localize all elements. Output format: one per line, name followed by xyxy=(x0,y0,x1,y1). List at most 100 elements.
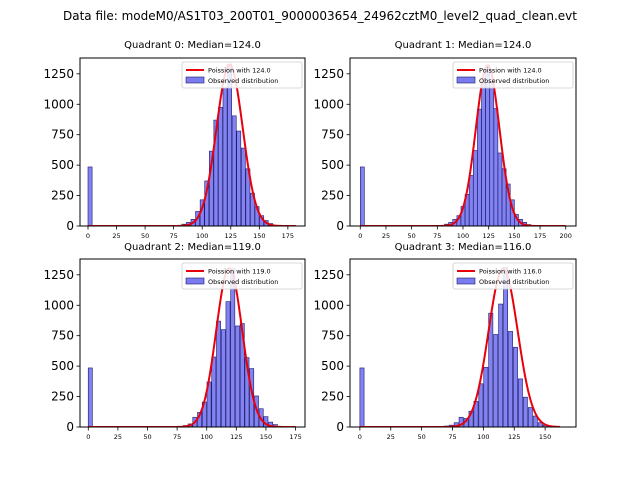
quadrant-0-xtick-label: 175 xyxy=(282,232,294,240)
quadrant-2-legend: Poission with 119.0 Observed distribution xyxy=(181,262,303,290)
quadrant-0-ytick-label: 1250 xyxy=(43,67,74,81)
quadrant-0-poisson-line xyxy=(87,63,296,226)
quadrant-3-bar xyxy=(508,331,513,427)
quadrant-0-legend-bar-swatch xyxy=(185,76,205,84)
quadrant-2-bar xyxy=(216,320,221,427)
quadrant-3-ytick-label: 500 xyxy=(321,359,344,373)
quadrant-3-xtick-label: 75 xyxy=(448,433,456,441)
quadrant-1-legend-poisson-label: Poission with 124.0 xyxy=(479,67,542,75)
quadrant-2-xtick-label: 75 xyxy=(173,433,181,441)
quadrant-3-xtick-label: 125 xyxy=(508,433,520,441)
quadrant-3-ytick-label: 750 xyxy=(321,329,344,343)
quadrant-0-ytick-label: 1000 xyxy=(43,97,74,111)
quadrant-3-bar xyxy=(518,378,523,427)
quadrant-3-bar xyxy=(498,303,504,427)
quadrant-1-legend-bar-swatch xyxy=(456,76,476,84)
quadrant-1-xtick-label: 175 xyxy=(534,232,546,240)
quadrant-0-ytick-label: 500 xyxy=(51,158,74,172)
quadrant-2-plot: 0 25 50 75 100 125 150 175 0 250 500 750 1000 1250 Poi… xyxy=(43,258,306,441)
quadrant-1-bar xyxy=(481,82,486,226)
quadrant-2-legend-bar-swatch xyxy=(185,277,205,285)
quadrant-1-ytick-label: 500 xyxy=(321,158,344,172)
quadrant-1-poisson-line xyxy=(360,64,566,226)
quadrant-0-bar xyxy=(222,87,228,226)
quadrant-1-bar xyxy=(360,166,365,226)
quadrant-2-ytick-label: 500 xyxy=(51,359,74,373)
figure-title: Data file: modeM0/AS1T03_200T01_90000036… xyxy=(63,9,577,23)
quadrant-3-marks xyxy=(359,267,560,427)
quadrant-2-poisson-line xyxy=(88,267,296,427)
quadrant-1-legend: Poission with 124.0 Observed distribution xyxy=(452,61,574,89)
quadrant-2-bar xyxy=(87,367,93,427)
quadrant-0-frame xyxy=(79,57,306,227)
quadrant-0-xtick-label: 50 xyxy=(141,232,149,240)
quadrant-1-xtick-label: 75 xyxy=(433,232,441,240)
quadrant-2-bar xyxy=(230,268,236,427)
quadrant-0-ytick-label: 250 xyxy=(51,189,74,203)
quadrant-1-bar xyxy=(477,108,482,226)
quadrant-2-bar xyxy=(225,301,231,427)
quadrant-1-legend-observed-label: Observed distribution xyxy=(479,77,549,85)
quadrant-3-bar xyxy=(483,367,489,427)
quadrant-0-xtick-label: 0 xyxy=(86,232,90,240)
quadrant-2-frame xyxy=(79,258,306,428)
quadrant-0-plot: 0 25 50 75 100 125 150 175 0 250 500 750 1000 1250 Poi… xyxy=(43,57,306,240)
quadrant-0-xtick-label: 125 xyxy=(225,232,237,240)
quadrant-0-bar xyxy=(236,130,242,226)
quadrant-1-xtick-label: 0 xyxy=(358,232,362,240)
quadrant-3-bar xyxy=(359,367,365,427)
quadrant-2-bar xyxy=(220,329,226,427)
quadrant-3-bar xyxy=(532,415,538,427)
quadrant-3-bar xyxy=(513,346,518,427)
quadrant-1-legend-box xyxy=(452,61,574,89)
quadrant-1-ytick-label: 1250 xyxy=(313,67,344,81)
quadrant-0-bar xyxy=(231,115,237,226)
quadrant-1-bar xyxy=(468,175,474,226)
quadrant-1-title: Quadrant 1: Median=124.0 xyxy=(394,40,532,51)
quadrant-1-bar xyxy=(497,152,503,226)
quadrant-3-xtick-label: 0 xyxy=(358,433,362,441)
quadrant-2-xtick-label: 150 xyxy=(260,433,272,441)
quadrant-2-xtick-label: 25 xyxy=(114,433,122,441)
quadrant-3-ytick-label: 1250 xyxy=(313,268,344,282)
quadrant-3-frame xyxy=(349,258,577,428)
quadrant-0-marks xyxy=(87,63,296,226)
quadrant-1-xtick-label: 50 xyxy=(407,232,415,240)
quadrant-3-bar xyxy=(522,396,528,427)
quadrant-2-xtick-label: 175 xyxy=(289,433,301,441)
quadrant-0-title: Quadrant 0: Median=124.0 xyxy=(124,40,261,51)
quadrant-2-ytick-label: 750 xyxy=(51,329,74,343)
quadrant-1-plot: 0 25 50 75 100 125 150 175 200 0 250 500 750 1000 1250… xyxy=(313,57,577,240)
quadrant-0-bar xyxy=(204,180,210,226)
quadrant-3-legend-poisson-label: Poission with 116.0 xyxy=(479,268,542,276)
quadrant-1-bar xyxy=(493,108,499,226)
quadrant-3-legend-box xyxy=(452,262,574,290)
quadrant-0-bar xyxy=(213,119,219,226)
quadrant-0-ytick-label: 750 xyxy=(51,128,74,142)
quadrant-3-bar xyxy=(478,383,484,427)
quadrant-1-ytick-label: 1000 xyxy=(313,97,344,111)
quadrant-1-xtick-label: 25 xyxy=(382,232,390,240)
quadrant-2-ytick-label: 250 xyxy=(51,390,74,404)
quadrant-1-xtick-label: 200 xyxy=(560,232,572,240)
quadrant-2-legend-poisson-label: Poission with 119.0 xyxy=(208,268,271,276)
quadrant-1-bar xyxy=(485,65,490,226)
quadrant-3-ytick-label: 250 xyxy=(321,390,344,404)
quadrant-3-bar xyxy=(527,407,533,427)
quadrant-1-ytick-label: 0 xyxy=(336,219,344,233)
quadrant-0-bar xyxy=(87,166,93,226)
quadrant-2-xtick-label: 100 xyxy=(200,433,212,441)
quadrant-2-bar xyxy=(235,325,240,427)
quadrant-2-xtick-label: 0 xyxy=(86,433,90,441)
quadrant-3-plot: 0 25 50 75 100 125 150 0 250 500 750 1000 1250 Poissi… xyxy=(313,258,577,441)
quadrant-3-xtick-label: 25 xyxy=(387,433,395,441)
quadrant-2-ytick-label: 1000 xyxy=(43,298,74,312)
quadrant-2-legend-observed-label: Observed distribution xyxy=(208,278,278,286)
quadrant-2-ytick-label: 0 xyxy=(66,420,74,434)
quadrant-0-xtick-label: 150 xyxy=(253,232,265,240)
quadrant-3-ytick-label: 0 xyxy=(336,420,344,434)
quadrant-0-bar xyxy=(240,147,246,226)
quadrant-3-legend: Poission with 116.0 Observed distribution xyxy=(452,262,574,290)
quadrant-0-xtick-label: 100 xyxy=(196,232,208,240)
